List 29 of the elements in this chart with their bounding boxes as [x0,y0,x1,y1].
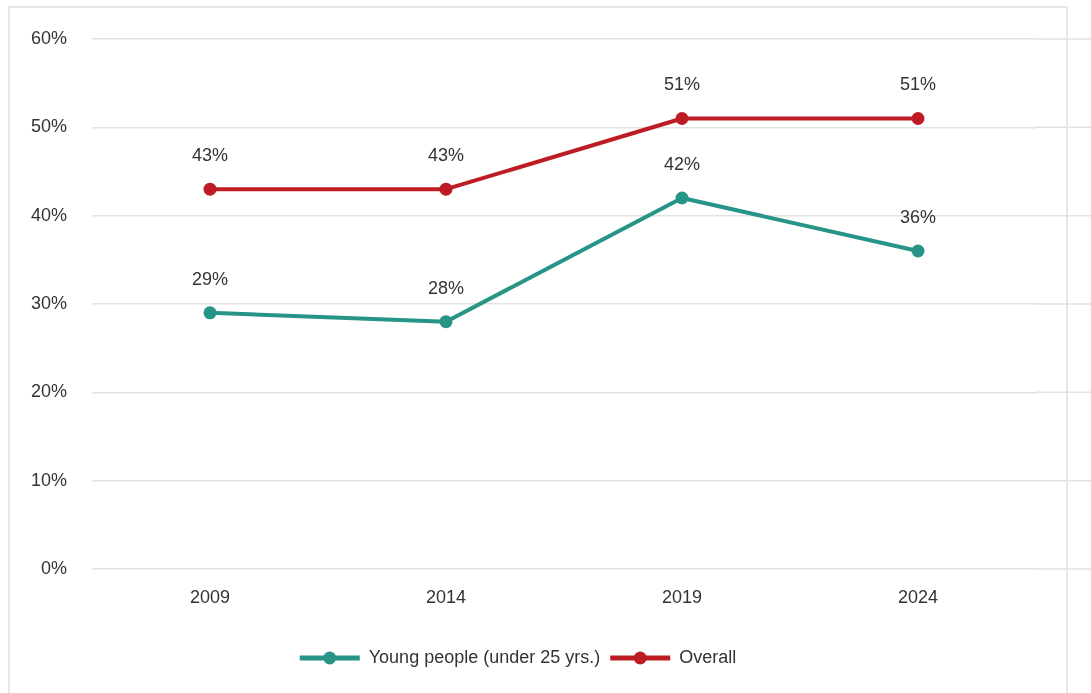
y-tick-label: 40% [30,204,67,225]
data-label: 51% [899,74,937,95]
point [439,182,453,196]
point [675,112,689,125]
data-label: 51% [663,74,701,95]
point [439,315,453,329]
y-tick-label: 50% [30,116,67,137]
y-tick-label: 10% [30,469,67,490]
data-label: 36% [899,206,937,227]
data-label: 28% [427,277,465,298]
legend-label: Overall [679,646,737,667]
point [911,244,925,258]
data-label: 43% [191,145,229,166]
y-tick-label: 60% [30,27,67,48]
data-label: 29% [191,268,229,289]
point [203,182,217,196]
x-tick-label: 2014 [425,586,467,607]
x-tick-label: 2009 [189,586,231,607]
data-label: 42% [663,153,701,174]
point [675,191,689,205]
point [911,112,925,125]
x-tick-label: 2019 [661,586,703,607]
point [203,306,217,320]
legend-label: Young people (under 25 yrs.) [368,646,601,667]
y-tick-label: 30% [30,292,67,313]
x-tick-label: 2024 [897,586,939,607]
data-label: 43% [427,145,465,166]
y-tick-label: 20% [30,381,67,402]
y-tick-label: 0% [40,557,67,578]
